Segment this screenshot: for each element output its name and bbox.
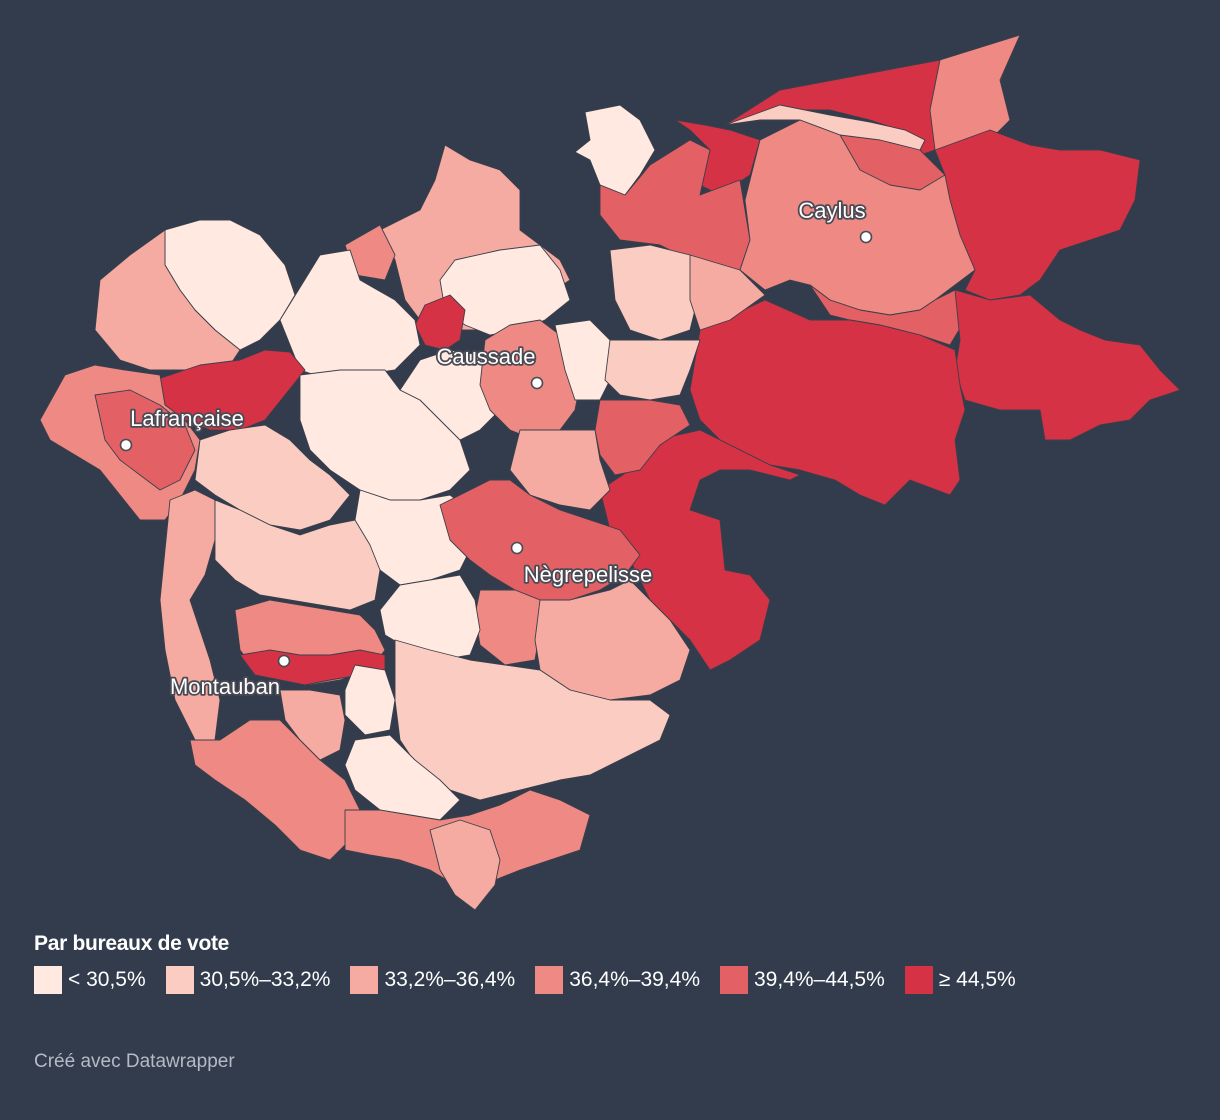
legend-label: ≥ 44,5%: [938, 968, 1016, 991]
choropleth-map: [39, 34, 1181, 911]
region[interactable]: [94, 389, 196, 491]
city-dot: [530, 376, 544, 390]
legend-swatch: [34, 966, 62, 994]
region[interactable]: [509, 429, 611, 511]
region[interactable]: [599, 139, 751, 271]
region[interactable]: [379, 574, 481, 661]
region[interactable]: [299, 369, 471, 501]
city-dot: [277, 654, 291, 668]
legend-item: 39,4%–44,5%: [720, 966, 885, 994]
legend-title: Par bureaux de vote: [34, 932, 230, 955]
legend-swatch: [350, 966, 379, 994]
legend-item: < 30,5%: [34, 966, 146, 994]
legend-label: 30,5%–33,2%: [199, 968, 331, 991]
city-caylus: Caylus: [797, 196, 873, 244]
region[interactable]: [214, 499, 381, 611]
legend-item: ≥ 44,5%: [904, 966, 1016, 994]
legend-label: < 30,5%: [68, 968, 146, 991]
region[interactable]: [344, 664, 396, 736]
legend-label: 33,2%–36,4%: [384, 968, 516, 991]
city-markers: Caylus Caussade Lafrançaise Nègrepelisse…: [119, 196, 873, 701]
city-label: Montauban: [170, 674, 280, 699]
legend-swatch: [535, 966, 564, 994]
region[interactable]: [934, 129, 1141, 301]
legend-swatch: [904, 966, 933, 994]
credit-text: Créé avec Datawrapper: [34, 1051, 235, 1072]
city-label: Caylus: [798, 198, 865, 223]
city-dot: [510, 541, 524, 555]
legend-item: 36,4%–39,4%: [535, 966, 700, 994]
region[interactable]: [479, 319, 581, 441]
region[interactable]: [689, 254, 766, 331]
legend-item: 33,2%–36,4%: [350, 966, 515, 994]
region[interactable]: [609, 244, 701, 341]
city-negrepelisse: Nègrepelisse: [510, 541, 654, 589]
city-montauban: Montauban: [168, 654, 291, 701]
region[interactable]: [604, 339, 701, 401]
legend-items: < 30,5% 30,5%–33,2% 33,2%–36,4% 36,4%–39…: [34, 966, 1184, 994]
legend-swatch: [720, 966, 748, 994]
city-label: Caussade: [436, 344, 535, 369]
city-label: Lafrançaise: [130, 406, 244, 431]
map-legend: Par bureaux de vote < 30,5% 30,5%–33,2% …: [34, 932, 1184, 994]
region[interactable]: [194, 424, 351, 531]
legend-label: 39,4%–44,5%: [754, 968, 885, 991]
legend-swatch: [165, 966, 194, 994]
city-lafrancaise: Lafrançaise: [119, 404, 246, 452]
region[interactable]: [839, 134, 946, 191]
legend-item: 30,5%–33,2%: [165, 966, 331, 994]
region[interactable]: [279, 689, 346, 761]
city-dot: [119, 438, 133, 452]
region[interactable]: [94, 229, 241, 371]
city-label: Nègrepelisse: [524, 562, 652, 587]
legend-label: 36,4%–39,4%: [569, 968, 700, 991]
region[interactable]: [439, 479, 641, 601]
city-dot: [859, 230, 873, 244]
region[interactable]: [429, 819, 501, 911]
region[interactable]: [554, 319, 611, 401]
region[interactable]: [954, 289, 1181, 441]
city-caussade: Caussade: [435, 342, 544, 390]
